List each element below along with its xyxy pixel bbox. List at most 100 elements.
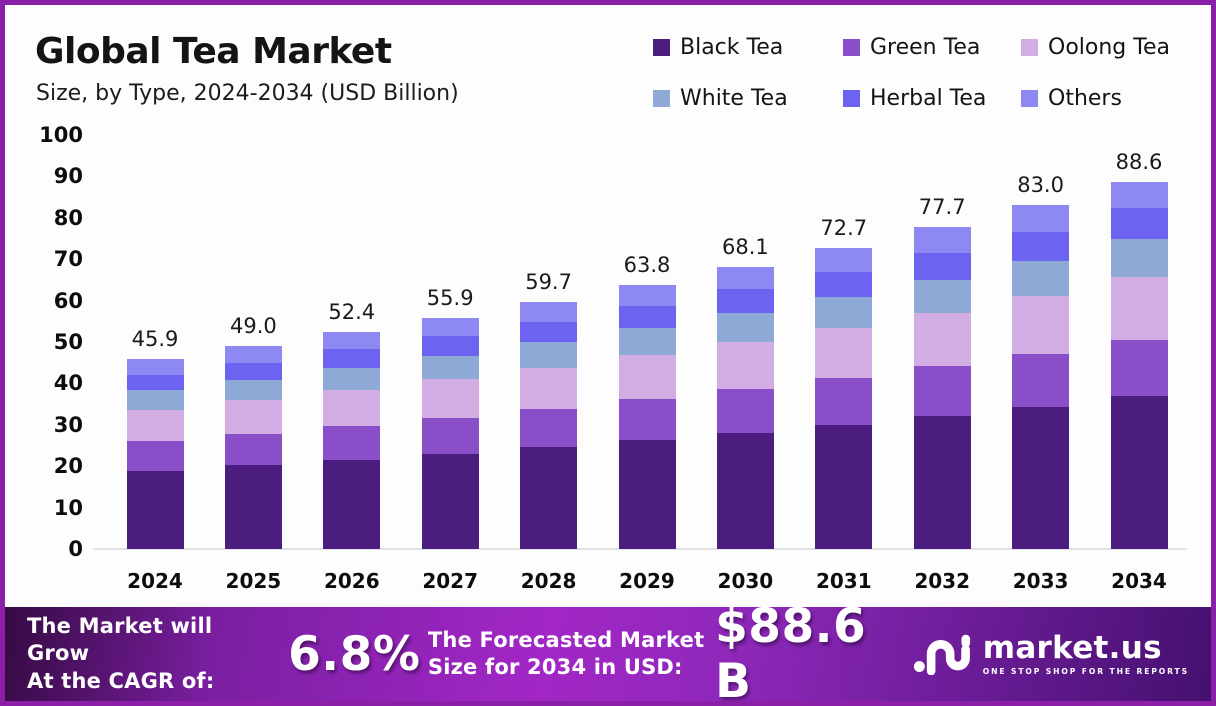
bar-segment-2026-black-tea [323,459,381,549]
bar-segment-2027-herbal-tea [421,336,479,356]
x-axis-label-2031: 2031 [815,569,872,593]
bar-segment-2032-black-tea [913,416,971,549]
bar-segment-2029-black-tea [618,440,676,549]
bar-segment-2032-oolong-tea [913,312,971,366]
bar-segment-2034-black-tea [1110,395,1168,549]
legend-swatch [843,90,860,107]
legend-swatch [1021,90,1038,107]
bar-segment-2025-herbal-tea [224,362,282,380]
legend-item-oolong-tea: Oolong Tea [1021,35,1170,60]
x-axis-label-2027: 2027 [422,569,479,593]
forecast-value: $88.6 B [715,599,867,706]
bar-segment-2028-herbal-tea [520,321,578,343]
y-axis-tick-80: 80 [53,205,83,230]
bar-segment-2031-oolong-tea [815,327,873,379]
bar-total-label-2029: 63.8 [623,252,671,277]
bar-segment-2034-white-tea [1110,239,1168,277]
forecast-label-line1: The Forecasted Market [427,627,705,652]
y-axis-tick-20: 20 [53,454,83,479]
y-axis-tick-70: 70 [53,247,83,272]
legend-label: Herbal Tea [870,86,987,111]
cagr-label-line2: At the CAGR of: [27,668,215,693]
bar-segment-2033-black-tea [1012,406,1070,549]
bar-total-label-2031: 72.7 [820,216,868,241]
chart-legend: Black Tea Green Tea Oolong Tea White Tea Her… [653,35,1170,111]
legend-item-green-tea: Green Tea [843,35,1021,60]
bar-segment-2025-black-tea [224,465,282,549]
bar-segment-2030-black-tea [716,432,774,549]
bar-segment-2030-others [716,267,774,290]
x-axis-label-2024: 2024 [127,569,183,593]
bar-segment-2027-others [421,317,479,337]
bar-segment-2031-white-tea [815,297,873,328]
bar-total-label-2032: 77.7 [918,195,966,220]
bar-segment-2031-herbal-tea [815,272,873,298]
y-axis-tick-90: 90 [53,164,83,189]
legend-label: Green Tea [870,35,981,60]
bar-segment-2033-oolong-tea [1012,296,1070,354]
x-axis-label-2025: 2025 [225,569,282,593]
brand-text: market.us ONE STOP SHOP FOR THE REPORTS [983,632,1189,676]
bar-segment-2030-herbal-tea [716,289,774,314]
bar-segment-2031-green-tea [815,378,873,425]
legend-swatch [653,39,670,56]
bar-segment-2026-others [323,332,381,350]
x-axis-label-2029: 2029 [619,569,675,593]
bar-segment-2024-white-tea [126,390,184,410]
bar-segment-2030-oolong-tea [716,342,774,389]
bar-total-label-2034: 88.6 [1115,150,1163,175]
y-axis-tick-10: 10 [53,495,83,520]
bar-segment-2034-oolong-tea [1110,277,1168,340]
bar-segment-2026-green-tea [323,426,381,460]
bar-total-label-2033: 83.0 [1017,173,1064,198]
cagr-label-line1: The Market will Grow [27,614,213,666]
bar-segment-2026-white-tea [323,367,381,390]
bar-total-label-2025: 49.0 [230,314,277,339]
legend-label: Oolong Tea [1048,35,1170,60]
bar-segment-2030-green-tea [716,388,774,433]
legend-swatch [1021,39,1038,56]
bar-total-label-2024: 45.9 [131,326,179,351]
legend-item-herbal-tea: Herbal Tea [843,86,1021,111]
bar-segment-2029-oolong-tea [618,355,676,400]
bar-segment-2025-oolong-tea [224,400,282,434]
y-axis-tick-40: 40 [53,371,83,396]
marketus-logo-icon [913,629,971,679]
legend-label: Others [1048,86,1122,111]
bar-segment-2028-others [520,301,578,322]
cagr-label: The Market will Grow At the CAGR of: [27,613,281,695]
x-axis-label-2034: 2034 [1111,569,1167,593]
bar-segment-2031-black-tea [815,424,873,549]
legend-item-others: Others [1021,86,1170,111]
bar-segment-2028-black-tea [520,447,578,549]
bar-segment-2031-others [815,248,873,273]
bar-segment-2024-others [126,358,184,375]
bar-segment-2025-green-tea [224,433,282,466]
bar-segment-2033-white-tea [1012,261,1070,297]
bar-segment-2027-black-tea [421,453,479,549]
x-axis-label-2033: 2033 [1012,569,1069,593]
bar-segment-2028-white-tea [520,342,578,368]
bar-segment-2028-green-tea [520,408,578,448]
bar-segment-2032-others [913,227,971,253]
bar-segment-2027-green-tea [421,417,479,454]
bar-segment-2033-others [1012,205,1070,233]
bar-segment-2029-herbal-tea [618,305,676,329]
bar-total-label-2030: 68.1 [722,235,769,260]
footer-banner: The Market will Grow At the CAGR of: 6.8… [5,599,1211,701]
legend-swatch [843,39,860,56]
bar-segment-2029-green-tea [618,399,676,441]
legend-label: White Tea [680,86,788,111]
bar-segment-2024-black-tea [126,470,184,549]
legend-item-white-tea: White Tea [653,86,843,111]
cagr-value: 6.8% [288,626,421,682]
bar-segment-2034-herbal-tea [1110,208,1168,240]
bar-segment-2026-herbal-tea [323,349,381,368]
bar-total-label-2027: 55.9 [426,285,474,310]
bar-segment-2032-herbal-tea [913,252,971,280]
bar-segment-2029-others [618,284,676,306]
bar-segment-2034-green-tea [1110,339,1168,396]
bar-segment-2024-green-tea [126,441,184,471]
bar-segment-2032-green-tea [913,366,971,417]
bar-segment-2033-green-tea [1012,353,1070,407]
